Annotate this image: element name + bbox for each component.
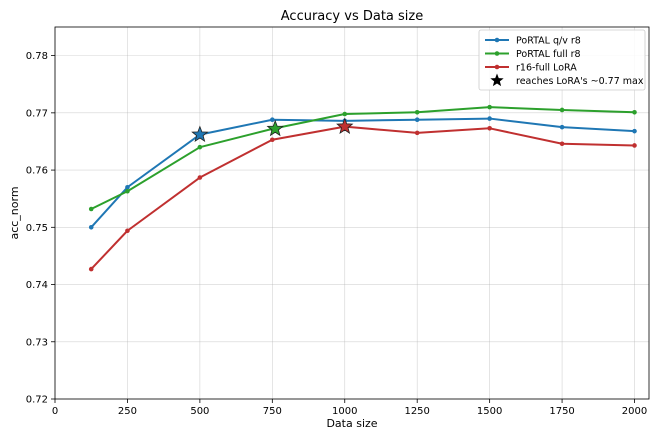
y-tick-label: 0.73 (26, 337, 48, 348)
data-point (414, 109, 420, 115)
data-point (125, 184, 130, 190)
x-tick-label: 250 (118, 406, 137, 417)
data-point (632, 109, 637, 115)
star-marker (336, 117, 354, 134)
data-point (414, 130, 420, 136)
data-point (559, 107, 565, 113)
legend-box (478, 29, 646, 91)
legend-swatch-marker (494, 64, 500, 70)
legend-swatch-marker (494, 51, 500, 56)
y-tick-label: 0.74 (26, 280, 48, 291)
x-tick-label: 1000 (332, 406, 357, 417)
legend-label: PoRTAL q/v r8 (516, 36, 581, 47)
legend-swatch-marker (494, 37, 500, 43)
y-tick-label: 0.72 (26, 395, 48, 406)
data-point (487, 104, 492, 110)
x-tick-label: 500 (190, 406, 209, 417)
data-point (632, 143, 637, 148)
x-tick-label: 750 (263, 406, 282, 417)
x-tick-label: 0 (52, 406, 58, 417)
y-tick-label: 0.78 (26, 51, 48, 62)
x-tick-label: 2000 (622, 406, 647, 417)
y-axis-label: acc_norm (8, 186, 21, 239)
star-marker (191, 125, 209, 142)
data-point (559, 141, 565, 147)
legend-label: reaches LoRA's ~0.77 max (516, 76, 644, 87)
data-point (414, 117, 420, 123)
data-point (270, 117, 275, 123)
data-point (88, 266, 94, 272)
y-tick-label: 0.77 (26, 108, 48, 119)
data-point (487, 125, 492, 131)
data-point (270, 137, 275, 143)
x-tick-label: 1750 (549, 406, 574, 417)
legend-label: PoRTAL full r8 (516, 49, 581, 60)
legend: PoRTAL q/v r8 PoRTAL full r8 r16-full LoRA… (478, 29, 646, 91)
data-point (125, 188, 130, 194)
y-tick-label: 0.76 (26, 166, 48, 177)
chart-title: Accuracy vs Data size (281, 9, 423, 24)
data-point (559, 124, 565, 130)
data-point (88, 225, 94, 230)
star-markers (191, 117, 354, 142)
plot-area (54, 26, 650, 400)
y-tick-label: 0.75 (26, 223, 48, 234)
data-point (632, 128, 637, 134)
x-axis-label: Data size (326, 417, 377, 430)
data-point (342, 111, 348, 117)
axis-ticks: 0 250 500 750 1000 1250 1500 1750 2000 0.72 0.73 0.… (26, 51, 648, 417)
data-point (487, 116, 492, 121)
legend-star-icon (490, 73, 504, 87)
data-point (197, 175, 203, 180)
legend-label: r16-full LoRA (516, 63, 577, 74)
x-tick-label: 1250 (404, 406, 429, 417)
data-point (125, 228, 130, 234)
star-marker (266, 119, 284, 137)
data-point (88, 206, 94, 212)
x-tick-label: 1500 (477, 406, 502, 417)
data-point (197, 144, 203, 150)
